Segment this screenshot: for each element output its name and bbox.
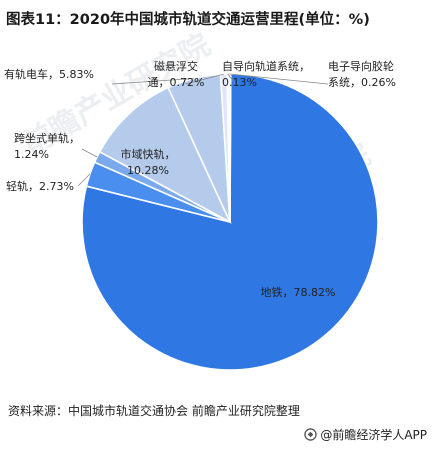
data-label-apm: 自导向轨道系统， 0.13%: [222, 59, 310, 89]
brand-footer: @前瞻经济学人APP: [304, 426, 427, 443]
leader-line-apm: [227, 73, 237, 85]
leader-line-tram: [111, 78, 194, 85]
data-label-suburban-rail: 市域快轨， 10.28%: [121, 147, 176, 177]
data-label-tram: 有轨电车，5.83%: [4, 67, 94, 81]
chart-title: 图表11：2020年中国城市轨道交通运营里程(单位：%): [6, 12, 370, 28]
data-label-monorail: 跨坐式单轨， 1.24%: [14, 131, 80, 161]
leader-line-rubber-tyred: [229, 73, 329, 85]
data-label-metro: 地铁，78.82%: [261, 286, 336, 299]
source-note: 资料来源：中国城市轨道交通协会 前瞻产业研究院整理: [8, 404, 300, 418]
brand-text: @前瞻经济学人APP: [320, 428, 427, 442]
data-label-maglev: 磁悬浮交通，0.72%: [148, 59, 205, 89]
data-label-rubber-tyred: 电子导向胶轮系统，0.26%: [328, 59, 396, 89]
pie-slice-suburban-rail: [98, 86, 232, 224]
leader-line-monorail: [81, 148, 98, 158]
pie-chart: 地铁，78.82% 轻轨，2.73% 跨坐式单轨， 1.24% 市域快轨， 10.28% 有…: [0, 34, 435, 394]
leader-line-light-rail: [77, 173, 91, 187]
data-label-light-rail: 轻轨，2.73%: [6, 179, 74, 193]
leader-line-maglev: [185, 73, 224, 85]
pie-chart-svg: 地铁，78.82% 轻轨，2.73% 跨坐式单轨， 1.24% 市域快轨， 10.28% 有…: [4, 59, 396, 371]
qianzhan-logo-icon: [304, 428, 318, 441]
